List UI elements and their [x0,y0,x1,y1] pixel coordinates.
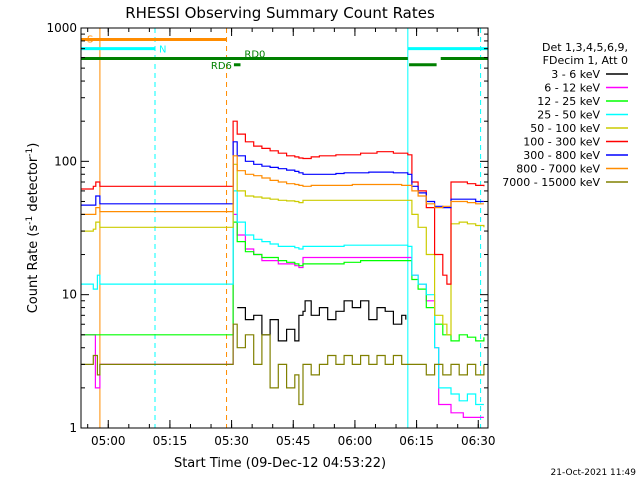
x-tick-label: 05:15 [153,434,188,448]
series-line [81,163,485,336]
y-axis-label-superscript-2: -1 [25,148,35,157]
legend-entry-label: 800 - 7000 keV [516,163,600,176]
series-line [81,221,485,342]
series-line [81,120,485,285]
x-tick-label: 05:00 [91,434,126,448]
legend-entry-label: 300 - 800 keV [523,149,600,162]
x-tick-label: 06:00 [338,434,373,448]
legend-entry-label: 50 - 100 keV [530,122,600,135]
series-line [237,300,407,342]
flag-bar-label: S [87,34,93,45]
series-line [81,155,484,215]
y-axis-label-prefix: Count Rate (s [26,225,41,314]
y-tick-label: 1000 [46,21,77,35]
y-tick-label: 100 [54,154,77,168]
legend: Det 1,3,4,5,6,9, FDecim 1, Att 0 3 - 6 k… [502,41,628,189]
flag-bar-label: N [159,45,166,56]
flag-bar-label: RD0 [244,50,265,61]
x-axis-ticks: 05:00 05:15 05:30 05:45 06:00 06:15 06:30 [87,28,496,448]
y-tick-label: 10 [62,288,77,302]
flag-bar-label: RD6 [211,61,232,72]
legend-entry-label: 100 - 300 keV [523,136,600,149]
x-tick-label: 06:30 [461,434,496,448]
series-line [81,141,484,209]
legend-header-line-1: Det 1,3,4,5,6,9, [542,41,628,54]
series-line [81,213,484,418]
y-axis-ticks: 1 10 100 1000 [46,21,488,435]
legend-header-line-2: FDecim 1, Att 0 [543,54,628,67]
x-axis-label: Start Time (09-Dec-12 04:53:22) [174,456,386,471]
series-line [81,323,485,406]
x-tick-label: 06:15 [399,434,434,448]
plot-axes [80,27,489,429]
series-line [81,190,484,406]
plot-area: S N RD0 RD6 [81,28,488,428]
legend-entry-label: 3 - 6 keV [551,68,600,81]
plot-clipped [81,28,488,428]
generation-timestamp: 21-Oct-2021 11:49 [551,468,637,478]
legend-entry-label: 6 - 12 keV [544,82,600,95]
plot-frame [80,27,489,429]
legend-entry-label: 7000 - 15000 keV [502,176,600,189]
x-tick-label: 05:30 [214,434,249,448]
y-axis-label: Count Rate (s-1 detector-1) [25,143,41,314]
y-axis-label-end: ) [26,143,41,148]
y-axis-label-superscript: -1 [25,216,35,225]
y-axis-label-suffix: detector [26,156,41,216]
legend-entry-label: 25 - 50 keV [537,109,600,122]
x-tick-label: 05:45 [276,434,311,448]
y-tick-label: 1 [69,421,77,435]
legend-entry-label: 12 - 25 keV [537,95,600,108]
chart-title: RHESSI Observing Summary Count Rates [125,4,435,22]
